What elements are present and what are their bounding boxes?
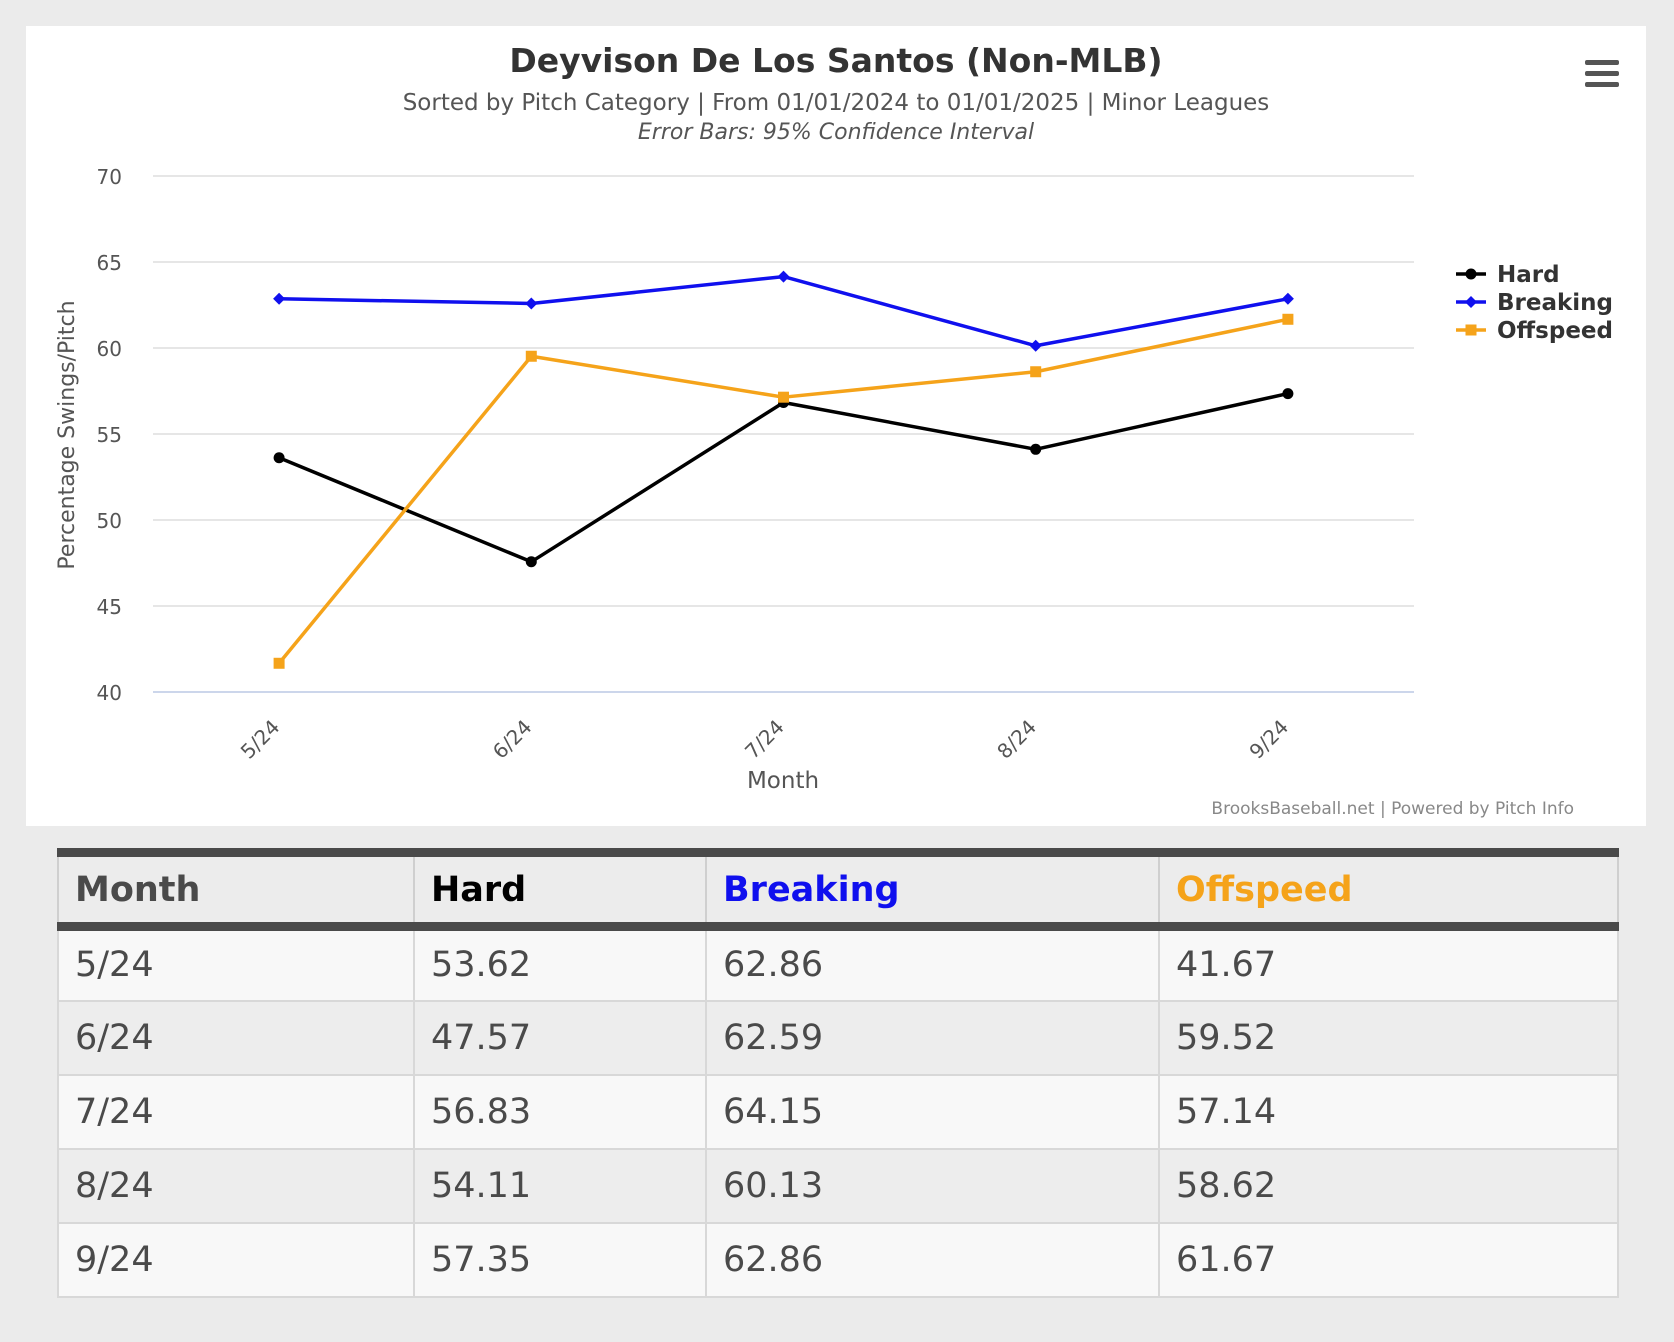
offspeed-point — [778, 391, 789, 403]
hard-point — [273, 452, 285, 464]
cell-breaking: 62.86 — [705, 1221, 1160, 1298]
y-tick-label: 65 — [97, 251, 122, 275]
chart-subtitle: Sorted by Pitch Category | From 01/01/20… — [403, 90, 1270, 116]
chart-title: Deyvison De Los Santos (Non-MLB) — [509, 41, 1162, 80]
chart-container: Deyvison De Los Santos (Non-MLB) Sorted … — [26, 26, 1646, 826]
legend-label: Breaking — [1497, 290, 1613, 316]
breaking-series-line — [279, 274, 1289, 348]
offspeed-point — [273, 657, 285, 669]
y-tick-label: 70 — [97, 165, 122, 189]
legend-item-breaking[interactable]: Breaking — [1456, 290, 1613, 316]
grid-lines — [153, 175, 1414, 693]
header-offspeed[interactable]: Offspeed — [1158, 848, 1619, 931]
chart-subtitle-error-bars: Error Bars: 95% Confidence Interval — [638, 120, 1034, 145]
legend-item-hard[interactable]: Hard — [1456, 262, 1560, 288]
cell-offspeed: 61.67 — [1158, 1221, 1619, 1298]
x-axis-ticks: 5/24 6/24 7/24 8/24 9/24 — [236, 715, 1294, 764]
cell-hard: 54.11 — [413, 1147, 707, 1224]
legend-item-offspeed[interactable]: Offspeed — [1456, 318, 1613, 344]
header-month[interactable]: Month — [57, 848, 414, 931]
breaking-point — [525, 297, 538, 310]
cell-hard: 56.83 — [413, 1073, 707, 1150]
cell-offspeed: 57.14 — [1158, 1073, 1619, 1150]
menu-bar — [1585, 60, 1619, 65]
hard-point — [1030, 443, 1042, 455]
cell-month: 6/24 — [57, 999, 415, 1076]
cell-hard: 57.35 — [413, 1221, 707, 1298]
offspeed-point — [1282, 313, 1294, 325]
chart-credits[interactable]: BrooksBaseball.net | Powered by Pitch In… — [1211, 799, 1574, 819]
cell-month: 5/24 — [57, 925, 415, 1002]
cell-breaking: 60.13 — [705, 1147, 1160, 1224]
legend-label: Offspeed — [1497, 318, 1613, 344]
menu-bar — [1585, 71, 1619, 76]
legend-marker — [1465, 268, 1477, 280]
header-hard[interactable]: Hard — [413, 848, 706, 931]
legend-marker — [1465, 324, 1477, 336]
x-tick-label: 8/24 — [992, 715, 1041, 764]
table-header-row: Month Hard Breaking Offspeed — [57, 848, 1619, 931]
breaking-point — [777, 270, 790, 283]
table-row: 8/24 54.11 60.13 58.62 — [57, 1147, 1619, 1224]
data-table: Month Hard Breaking Offspeed 5/24 53.62 … — [57, 848, 1619, 1298]
hamburger-menu-icon[interactable] — [1582, 54, 1622, 92]
y-tick-label: 50 — [97, 509, 122, 533]
x-tick-label: 7/24 — [740, 715, 789, 764]
cell-month: 7/24 — [57, 1073, 415, 1150]
cell-breaking: 64.15 — [705, 1073, 1160, 1150]
cell-month: 8/24 — [57, 1147, 415, 1224]
breaking-point — [273, 292, 286, 305]
table-row: 7/24 56.83 64.15 57.14 — [57, 1073, 1619, 1150]
series-lines — [273, 270, 1294, 669]
breaking-point — [1281, 292, 1294, 305]
header-breaking[interactable]: Breaking — [705, 848, 1159, 931]
x-axis-label: Month — [747, 768, 819, 794]
table-row: 6/24 47.57 62.59 59.52 — [57, 999, 1619, 1076]
cell-offspeed: 59.52 — [1158, 999, 1619, 1076]
hard-point — [525, 556, 537, 568]
table-row: 9/24 57.35 62.86 61.67 — [57, 1221, 1619, 1298]
cell-month: 9/24 — [57, 1221, 415, 1298]
y-tick-label: 55 — [97, 423, 122, 447]
y-axis-label: Percentage Swings/Pitch — [55, 300, 80, 569]
offspeed-series-line — [277, 317, 1289, 665]
menu-bar — [1585, 82, 1619, 87]
cell-hard: 53.62 — [413, 925, 707, 1002]
x-tick-label: 5/24 — [236, 715, 285, 764]
cell-offspeed: 58.62 — [1158, 1147, 1619, 1224]
cell-breaking: 62.86 — [705, 925, 1160, 1002]
cell-offspeed: 41.67 — [1158, 925, 1619, 1002]
legend-marker — [1465, 296, 1477, 308]
y-tick-label: 45 — [97, 595, 122, 619]
line-chart: Deyvison De Los Santos (Non-MLB) Sorted … — [55, 41, 1613, 819]
offspeed-point — [1030, 366, 1042, 378]
y-tick-label: 60 — [97, 337, 122, 361]
y-tick-label: 40 — [97, 681, 122, 705]
x-tick-label: 9/24 — [1244, 715, 1293, 764]
offspeed-point — [525, 350, 537, 362]
cell-breaking: 62.59 — [705, 999, 1160, 1076]
table-row: 5/24 53.62 62.86 41.67 — [57, 925, 1619, 1002]
hard-point — [1282, 388, 1294, 400]
breaking-point — [1029, 339, 1042, 352]
y-axis-ticks: 40 45 50 55 60 65 70 — [97, 165, 122, 705]
legend-label: Hard — [1497, 262, 1560, 288]
cell-hard: 47.57 — [413, 999, 707, 1076]
x-tick-label: 6/24 — [488, 715, 537, 764]
